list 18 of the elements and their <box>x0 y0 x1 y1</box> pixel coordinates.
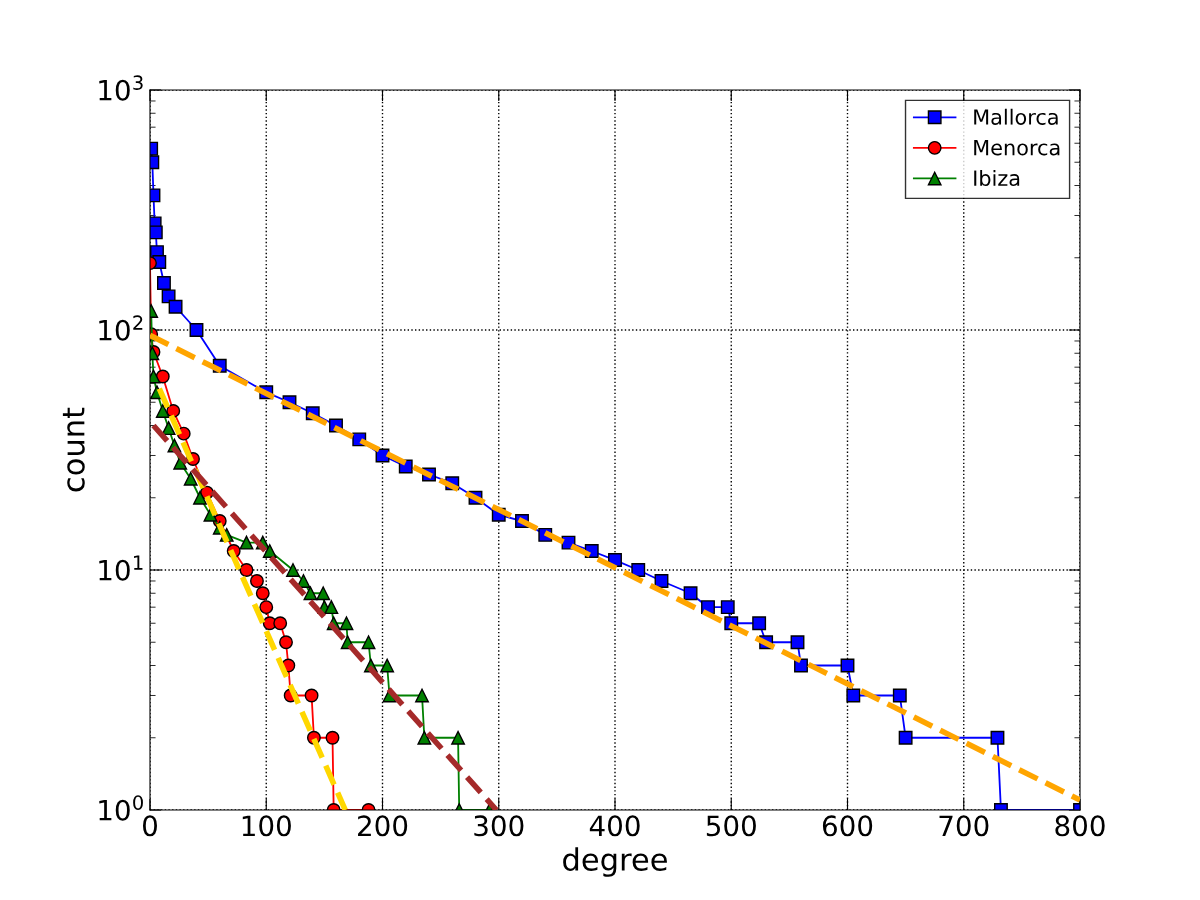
x-tick-label: 600 <box>822 815 873 837</box>
x-tick-label: 700 <box>939 815 989 837</box>
x-tick-label: 500 <box>706 815 756 837</box>
x-tick-label: 800 <box>1055 815 1105 837</box>
y-tick-label: 10$^{3}$ <box>99 75 143 101</box>
y-axis-title: count <box>62 407 85 492</box>
legend-label: Menorca <box>974 139 1060 156</box>
legend-label: Ibiza <box>974 169 1020 187</box>
y-tick-label: 10$^{0}$ <box>99 795 143 821</box>
x-tick-label: 400 <box>589 815 640 837</box>
x-tick-label: 200 <box>358 815 408 837</box>
x-tick-label: 0 <box>142 815 157 837</box>
x-tick-label: 100 <box>242 815 291 837</box>
x-axis-title: degree <box>563 847 667 877</box>
x-tick-label: 300 <box>474 815 524 837</box>
y-tick-label: 10$^{2}$ <box>99 315 143 341</box>
legend-label: Mallorca <box>974 108 1058 125</box>
y-tick-label: 10$^{1}$ <box>99 555 143 581</box>
